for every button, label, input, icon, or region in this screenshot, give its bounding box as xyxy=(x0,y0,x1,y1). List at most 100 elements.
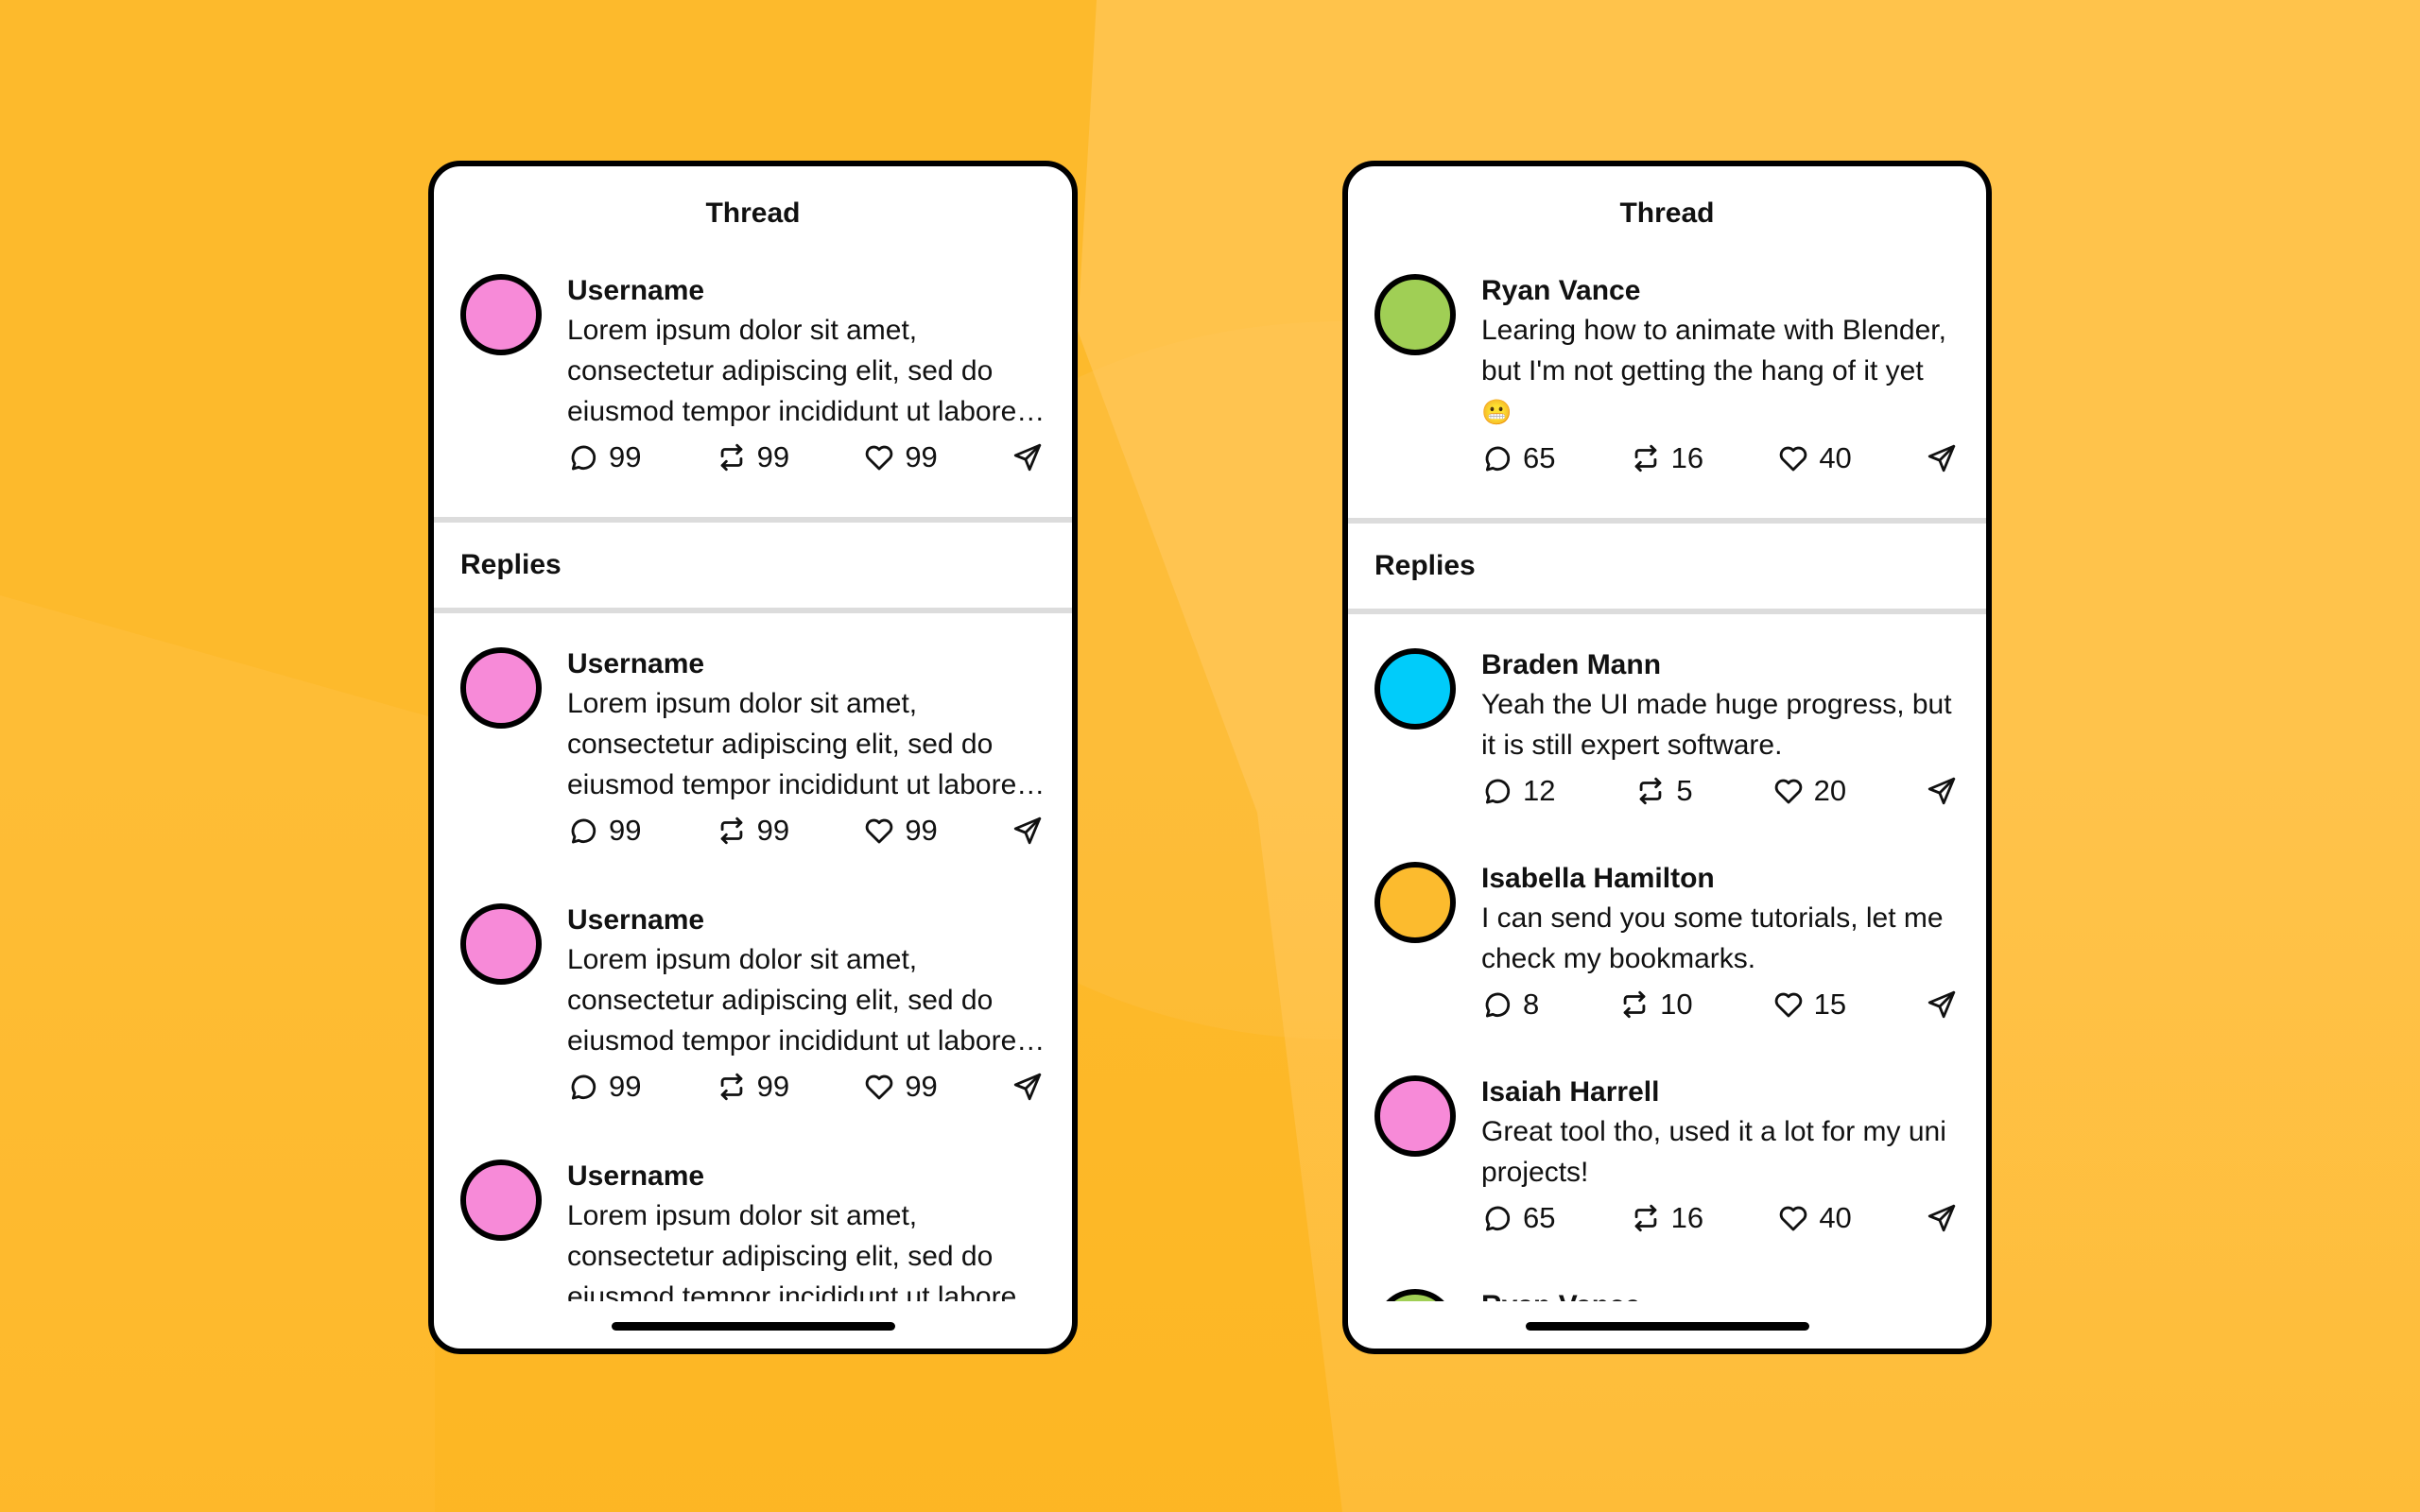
heart-icon xyxy=(1772,988,1805,1021)
heart-icon xyxy=(1772,775,1805,807)
heart-icon xyxy=(863,1071,895,1103)
like-button[interactable]: 15 xyxy=(1772,988,1846,1021)
reply-actions: 99 99 99 xyxy=(567,809,1046,852)
avatar[interactable] xyxy=(460,903,542,985)
home-indicator[interactable] xyxy=(1525,1322,1809,1331)
heart-icon xyxy=(1777,442,1809,474)
reply-username[interactable]: Isabella Hamilton xyxy=(1481,863,1715,894)
comment-count: 65 xyxy=(1523,441,1556,474)
comment-button[interactable]: 99 xyxy=(567,815,641,847)
comment-count: 99 xyxy=(609,1070,642,1103)
like-button[interactable]: 99 xyxy=(863,814,938,847)
reply-item[interactable]: Username Lorem ipsum dolor sit amet, con… xyxy=(434,902,1072,1108)
post-username[interactable]: Username xyxy=(567,275,705,306)
comment-button[interactable]: 99 xyxy=(567,441,641,473)
comment-button[interactable]: 12 xyxy=(1481,775,1555,807)
home-indicator[interactable] xyxy=(611,1322,895,1331)
reply-actions: 99 99 99 xyxy=(567,1065,1046,1108)
post-text-content: Learing how to animate with Blender, but… xyxy=(1481,315,1946,387)
avatar[interactable] xyxy=(1374,1289,1456,1301)
share-button[interactable] xyxy=(1926,775,1958,807)
replies-label: Replies xyxy=(460,549,562,580)
repost-button[interactable]: 16 xyxy=(1630,442,1703,474)
reply-item[interactable]: Isaiah Harrell Great tool tho, used it a… xyxy=(1348,1074,1986,1240)
send-icon xyxy=(1011,815,1044,847)
avatar[interactable] xyxy=(460,647,542,729)
like-count: 99 xyxy=(905,440,938,473)
comment-count: 65 xyxy=(1523,1201,1556,1234)
reply-username[interactable]: Username xyxy=(567,648,705,679)
comment-button[interactable]: 8 xyxy=(1481,988,1539,1021)
like-button[interactable]: 99 xyxy=(863,1070,938,1103)
reply-username[interactable]: Ryan Vance xyxy=(1481,1287,1960,1301)
post-actions: 65 16 40 xyxy=(1481,437,1960,480)
thread-post[interactable]: Ryan Vance Learing how to animate with B… xyxy=(1348,261,1986,518)
like-button[interactable]: 99 xyxy=(863,440,938,473)
thread-header-title: Thread xyxy=(705,198,801,229)
repost-count: 99 xyxy=(756,814,790,847)
comment-button[interactable]: 99 xyxy=(567,1071,641,1103)
avatar[interactable] xyxy=(460,1160,542,1241)
send-icon xyxy=(1926,988,1958,1021)
reply-item[interactable]: Braden Mann Yeah the UI made huge progre… xyxy=(1348,646,1986,813)
repost-button[interactable]: 99 xyxy=(716,1071,789,1103)
reply-username[interactable]: Braden Mann xyxy=(1481,649,1662,680)
reply-item[interactable]: Username Lorem ipsum dolor sit amet, con… xyxy=(434,1158,1072,1301)
comment-count: 99 xyxy=(609,440,642,473)
reply-text: Great tool tho, used it a lot for my uni… xyxy=(1481,1116,1946,1188)
comment-icon xyxy=(567,1071,599,1103)
like-count: 99 xyxy=(905,1070,938,1103)
avatar[interactable] xyxy=(1374,274,1456,355)
repost-button[interactable]: 99 xyxy=(716,441,789,473)
share-button[interactable] xyxy=(1926,988,1958,1021)
grimacing-emoji: 😬 xyxy=(1481,398,1512,426)
divider xyxy=(434,517,1072,523)
like-count: 15 xyxy=(1813,988,1847,1021)
repost-count: 16 xyxy=(1670,441,1704,474)
post-text: Lorem ipsum dolor sit amet, consectetur … xyxy=(567,315,1017,427)
repost-button[interactable]: 99 xyxy=(716,815,789,847)
reply-item-partial[interactable]: Ryan Vance xyxy=(1348,1287,1986,1301)
replies-label: Replies xyxy=(1374,550,1476,581)
heart-icon xyxy=(863,815,895,847)
thread-header-title: Thread xyxy=(1619,198,1715,229)
reply-text: Lorem ipsum dolor sit amet, consectetur … xyxy=(567,1200,1017,1301)
like-button[interactable]: 40 xyxy=(1777,1202,1852,1234)
repost-button[interactable]: 10 xyxy=(1618,988,1693,1021)
comment-count: 12 xyxy=(1523,774,1556,807)
reply-item[interactable]: Isabella Hamilton I can send you some tu… xyxy=(1348,860,1986,1026)
avatar[interactable] xyxy=(460,274,542,355)
like-button[interactable]: 20 xyxy=(1772,775,1846,807)
like-button[interactable]: 40 xyxy=(1777,442,1852,474)
repost-icon xyxy=(716,441,748,473)
thread-scroll-area[interactable]: Thread Ryan Vance Learing how to animate… xyxy=(1348,166,1986,1301)
reply-item[interactable]: Username Lorem ipsum dolor sit amet, con… xyxy=(434,645,1072,852)
reply-username[interactable]: Isaiah Harrell xyxy=(1481,1076,1660,1108)
post-username[interactable]: Ryan Vance xyxy=(1481,275,1641,306)
avatar[interactable] xyxy=(1374,862,1456,943)
reply-username[interactable]: Username xyxy=(567,904,705,936)
thread-scroll-area[interactable]: Thread Username Lorem ipsum dolor sit am… xyxy=(434,166,1072,1301)
comment-icon xyxy=(1481,988,1513,1021)
share-button[interactable] xyxy=(1011,441,1044,473)
repost-button[interactable]: 5 xyxy=(1634,774,1693,807)
repost-button[interactable]: 16 xyxy=(1630,1202,1703,1234)
comment-icon xyxy=(1481,1202,1513,1234)
avatar[interactable] xyxy=(1374,1075,1456,1157)
share-button[interactable] xyxy=(1011,815,1044,847)
comment-button[interactable]: 65 xyxy=(1481,442,1555,474)
replies-list: Username Lorem ipsum dolor sit amet, con… xyxy=(434,613,1072,1301)
like-count: 99 xyxy=(905,814,938,847)
repost-count: 5 xyxy=(1676,774,1693,807)
share-button[interactable] xyxy=(1926,442,1958,474)
share-button[interactable] xyxy=(1926,1202,1958,1234)
thread-post[interactable]: Username Lorem ipsum dolor sit amet, con… xyxy=(434,261,1072,517)
reply-username[interactable]: Username xyxy=(567,1160,705,1192)
send-icon xyxy=(1926,442,1958,474)
send-icon xyxy=(1926,1202,1958,1234)
avatar[interactable] xyxy=(1374,648,1456,730)
share-button[interactable] xyxy=(1011,1071,1044,1103)
post-text: Learing how to animate with Blender, but… xyxy=(1481,310,1960,433)
comment-button[interactable]: 65 xyxy=(1481,1202,1555,1234)
